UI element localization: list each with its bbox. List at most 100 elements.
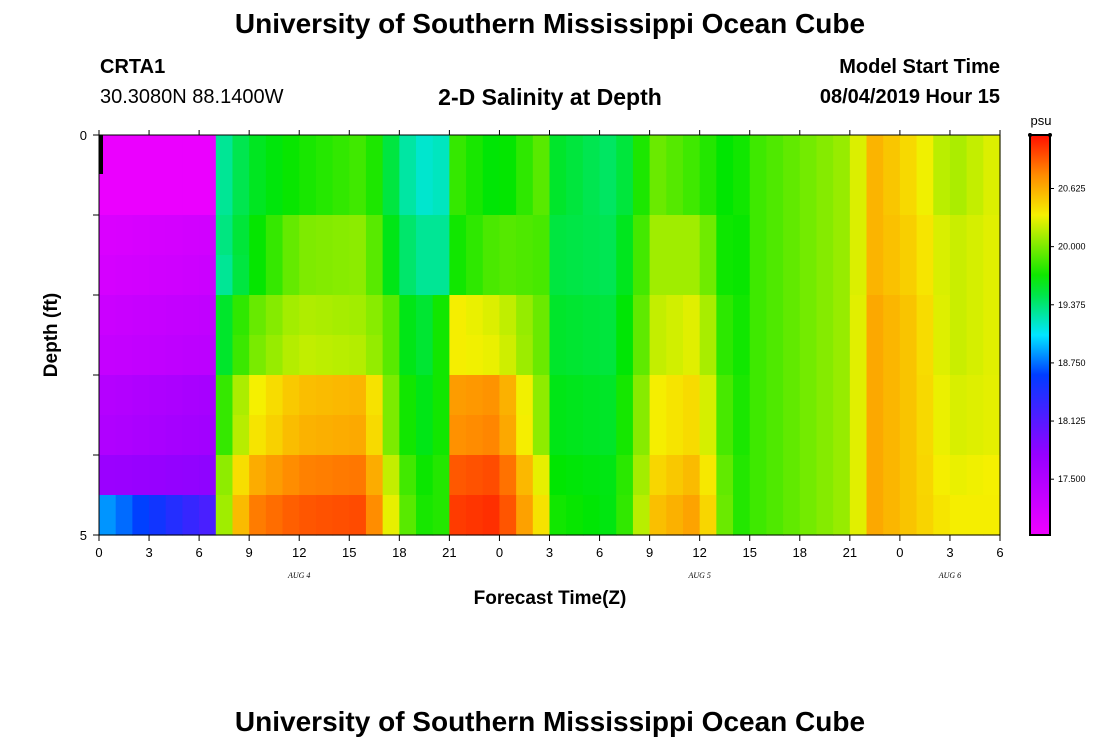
heatmap-cell [282, 135, 300, 176]
heatmap-cell [282, 175, 300, 216]
heatmap-cell [382, 175, 400, 216]
heatmap-cell [249, 135, 267, 176]
heatmap-cell [349, 415, 367, 456]
heatmap-cell [933, 455, 951, 496]
heatmap-cell [849, 215, 868, 256]
heatmap-cell [482, 495, 501, 536]
heatmap-cell [516, 495, 534, 536]
heatmap-cell [783, 215, 801, 256]
heatmap-cell [616, 135, 634, 176]
heatmap-cell [566, 295, 584, 336]
heatmap-cell [199, 175, 217, 216]
heatmap-cell [733, 495, 751, 536]
depth-marker [99, 135, 103, 174]
heatmap-cell [933, 295, 951, 336]
heatmap-cell [549, 175, 567, 216]
heatmap-cell [199, 495, 217, 536]
heatmap-cell [516, 375, 534, 416]
heatmap-cell [833, 255, 851, 296]
heatmap-cell [666, 215, 684, 256]
date-label: AUG 5 [687, 571, 710, 580]
heatmap-cell [132, 135, 150, 176]
heatmap-cell [416, 295, 434, 336]
heatmap-cell [566, 175, 584, 216]
heatmap-cell [966, 495, 984, 536]
heatmap-cell [315, 495, 334, 536]
heatmap-cell [532, 335, 551, 376]
heatmap-cell [332, 455, 350, 496]
heatmap-cell [399, 415, 417, 456]
heatmap-cell [916, 415, 934, 456]
heatmap-cell [549, 495, 567, 536]
heatmap-cell [215, 175, 234, 216]
heatmap-cell [933, 255, 951, 296]
heatmap-cell [532, 135, 551, 176]
heatmap-cell [699, 375, 717, 416]
heatmap-cell [132, 215, 150, 256]
heatmap-cell [499, 375, 517, 416]
heatmap-cell [816, 495, 834, 536]
heatmap-cell [365, 455, 384, 496]
station-id: CRTA1 [100, 56, 166, 78]
heatmap-cell [399, 495, 417, 536]
heatmap-cell [783, 135, 801, 176]
heatmap-cell [449, 335, 467, 376]
heatmap-cell [883, 415, 901, 456]
heatmap-cell [833, 295, 851, 336]
heatmap-cell [983, 135, 1001, 176]
heatmap-cell [265, 295, 284, 336]
heatmap-cell [649, 455, 667, 496]
heatmap-cell [933, 215, 951, 256]
heatmap-cell [249, 375, 267, 416]
heatmap-cell [265, 215, 284, 256]
heatmap-cell [916, 375, 934, 416]
heatmap-cell [482, 215, 501, 256]
x-tick-label: 3 [145, 545, 152, 560]
heatmap-cell [566, 455, 584, 496]
heatmap-cell [382, 455, 400, 496]
x-tick-label: 6 [596, 545, 603, 560]
heatmap-cell [416, 375, 434, 416]
heatmap-cell [849, 335, 868, 376]
heatmap-cell [866, 455, 884, 496]
heatmap-cell [482, 135, 501, 176]
heatmap-cell [966, 175, 984, 216]
heatmap-cell [149, 255, 167, 296]
heatmap-cell [966, 375, 984, 416]
heatmap-cell [666, 295, 684, 336]
heatmap-cell [466, 255, 484, 296]
heatmap-cell [799, 415, 818, 456]
x-tick-label: 0 [496, 545, 503, 560]
heatmap-cell [149, 495, 167, 536]
heatmap-cell [983, 495, 1001, 536]
heatmap-cell [716, 335, 734, 376]
heatmap-cell [566, 415, 584, 456]
heatmap-cell [916, 175, 934, 216]
heatmap-cell [332, 215, 350, 256]
heatmap-cell [99, 455, 117, 496]
heatmap-cell [983, 415, 1001, 456]
heatmap-cell [949, 455, 968, 496]
date-label: AUG 4 [287, 571, 310, 580]
heatmap-cell [616, 455, 634, 496]
heatmap-cell [716, 495, 734, 536]
heatmap-cell [649, 295, 667, 336]
heatmap-cell [749, 455, 768, 496]
heatmap-cell [783, 415, 801, 456]
heatmap-cell [149, 335, 167, 376]
heatmap-cell [549, 215, 567, 256]
heatmap-cell [766, 215, 784, 256]
heatmap-cell [883, 295, 901, 336]
heatmap-cell [532, 455, 551, 496]
heatmap-cell [899, 455, 918, 496]
heatmap-cell [149, 135, 167, 176]
page-title: University of Southern Mississippi Ocean… [234, 8, 866, 39]
heatmap-cell [799, 215, 818, 256]
x-tick-label: 18 [392, 545, 406, 560]
heatmap-cell [749, 135, 768, 176]
heatmap-cell [849, 375, 868, 416]
heatmap-cell [232, 415, 250, 456]
heatmap-cell [199, 295, 217, 336]
heatmap-cell [666, 495, 684, 536]
heatmap-cell [733, 415, 751, 456]
